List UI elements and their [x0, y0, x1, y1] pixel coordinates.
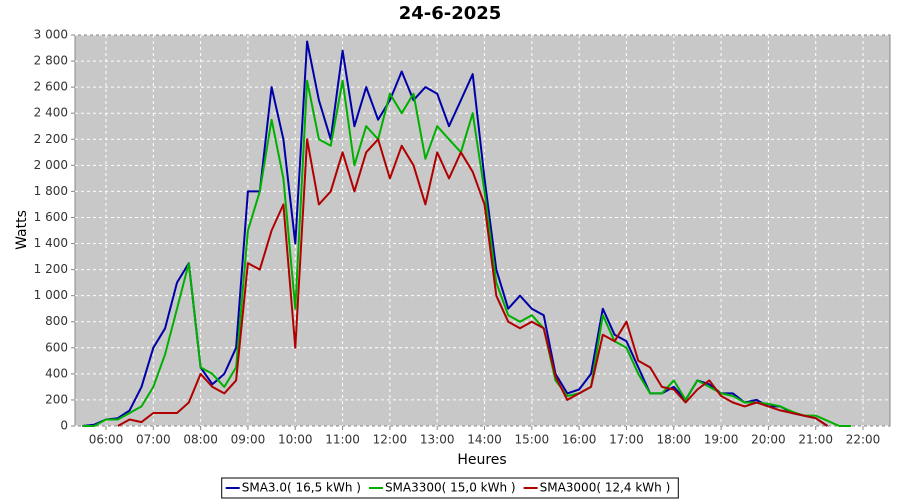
y-tick-label: 2 200 [34, 132, 68, 146]
plot-area [74, 34, 891, 427]
x-tick-label: 08:00 [183, 433, 218, 447]
y-axis-label: Watts [14, 210, 30, 250]
series-line [117, 138, 829, 427]
y-tick-label: 2 000 [34, 158, 68, 172]
x-axis-label: Heures [457, 452, 506, 468]
chart-title: 24-6-2025 [399, 3, 502, 24]
x-tick-label: 14:00 [467, 433, 502, 447]
x-tick-label: 20:00 [751, 433, 786, 447]
legend: SMA3.0( 16,5 kWh ) SMA3300( 15,0 kWh ) SMA… [221, 477, 679, 499]
x-tick-label: 15:00 [515, 433, 550, 447]
y-tick-label: 2 800 [34, 54, 68, 68]
y-tick-label: 0 [60, 419, 68, 433]
x-tick-label: 13:00 [420, 433, 455, 447]
y-tick-label: 1 600 [34, 210, 68, 224]
series-line [82, 40, 829, 427]
legend-box [221, 477, 679, 499]
y-tick-label: 1 200 [34, 262, 68, 276]
y-tick-label: 200 [45, 392, 68, 406]
y-tick-label: 2 600 [34, 80, 68, 94]
y-tick-label: 3 000 [34, 28, 68, 42]
y-tick-label: 1 400 [34, 236, 68, 250]
legend-label: SMA3000( 12,4 kWh ) [540, 481, 671, 495]
legend-label: SMA3.0( 16,5 kWh ) [242, 481, 361, 495]
x-tick-label: 17:00 [609, 433, 644, 447]
y-tick-label: 400 [45, 366, 68, 380]
x-tick-label: 12:00 [373, 433, 408, 447]
y-tick-label: 1 800 [34, 184, 68, 198]
x-tick-label: 11:00 [325, 433, 360, 447]
y-tick-label: 2 400 [34, 106, 68, 120]
x-tick-label: 09:00 [231, 433, 266, 447]
legend-label: SMA3300( 15,0 kWh ) [385, 481, 516, 495]
y-tick-label: 800 [45, 314, 68, 328]
x-tick-label: 10:00 [278, 433, 313, 447]
x-tick-label: 22:00 [846, 433, 881, 447]
x-tick-label: 07:00 [136, 433, 171, 447]
series-line [82, 79, 852, 427]
y-tick-label: 600 [45, 340, 68, 354]
y-tick-label: 1 000 [34, 288, 68, 302]
x-tick-label: 16:00 [562, 433, 597, 447]
x-tick-label: 19:00 [704, 433, 739, 447]
x-tick-label: 18:00 [656, 433, 691, 447]
x-tick-label: 21:00 [798, 433, 833, 447]
x-tick-label: 06:00 [89, 433, 124, 447]
